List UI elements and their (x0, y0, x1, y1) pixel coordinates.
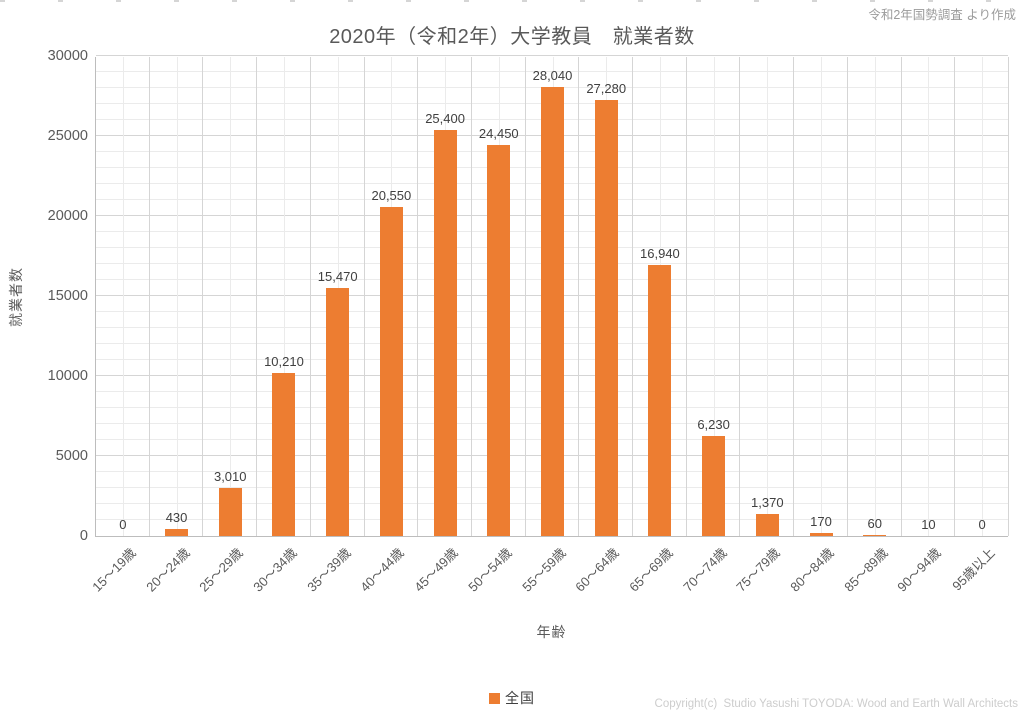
bar-value-label: 10 (921, 516, 936, 532)
y-tick-label: 15000 (47, 288, 88, 304)
bar-value-label: 0 (978, 517, 986, 532)
bar-value-label: 10,210 (264, 353, 304, 369)
bar-value-label: 15,470 (317, 269, 358, 285)
source-note: 令和2年国勢調査 より作成 (868, 8, 1016, 22)
gridline-v-minor (874, 57, 876, 536)
gridline-v-minor (713, 57, 715, 536)
plot-area: 0 430 3,010 10,210 15,470 20,550 25,400 24,450 2… (95, 55, 1009, 537)
gridline-v-major (524, 57, 526, 536)
x-tick-label: 40～44歳 (357, 545, 408, 595)
bar (326, 288, 350, 536)
bar (218, 487, 242, 536)
bar-value-label: 16,940 (640, 245, 680, 261)
x-tick-label: 90～94歳 (894, 545, 945, 595)
bar (809, 533, 833, 536)
gridline-v-minor (767, 57, 769, 536)
bar-value-label: 170 (810, 514, 832, 530)
x-axis-title: 年齢 (536, 624, 567, 640)
bar-value-label: 20,550 (371, 188, 412, 204)
y-tick-label: 5000 (55, 448, 88, 464)
x-tick-label: 70～74歳 (679, 545, 730, 595)
y-tick-label: 25000 (47, 128, 88, 144)
x-tick-label: 15～19歳 (89, 545, 139, 595)
y-axis-labels: 0 5000 10000 15000 20000 25000 30000 (0, 0, 88, 713)
x-tick-label: 30～34歳 (250, 545, 300, 595)
bar (863, 535, 887, 536)
bar-value-label: 24,450 (478, 125, 519, 141)
y-tick-label: 0 (79, 528, 88, 544)
bar-value-label: 28,040 (532, 68, 573, 84)
gridline-v-major (739, 57, 741, 536)
gridline-v-major (954, 57, 956, 536)
gridline-v-minor (928, 57, 930, 536)
bar-value-label: 60 (867, 516, 882, 532)
gridline-v-minor (122, 57, 124, 536)
x-tick-label: 25～29歳 (196, 545, 246, 595)
gridline-v-major (793, 57, 795, 536)
gridline-v-minor (230, 57, 232, 536)
bar-value-label: 430 (165, 510, 188, 526)
gridline-v-major (363, 57, 365, 536)
bar (272, 372, 296, 536)
bar-value-label: 6,230 (697, 417, 730, 433)
gridline-h-minor (96, 71, 1008, 72)
x-tick-label: 85～89歳 (841, 545, 891, 595)
bar (487, 144, 511, 536)
gridline-v-minor (982, 57, 984, 536)
gridline-v-minor (176, 57, 178, 536)
legend: 全国 (0, 688, 1024, 708)
bar (379, 207, 403, 536)
gridline-v-minor (821, 57, 823, 536)
x-tick-label: 80～84歳 (787, 545, 837, 595)
gridline-v-major (846, 57, 848, 536)
y-tick-label: 10000 (47, 368, 88, 384)
copyright: Copyright(c) Studio Yasushi TOYODA: Wood… (654, 698, 1018, 710)
bar (541, 87, 564, 536)
gridline-h-major (96, 55, 1008, 56)
gridline-v-major (256, 57, 258, 536)
y-tick-label: 20000 (47, 208, 88, 224)
legend-label: 全国 (505, 690, 535, 706)
x-axis-labels: 15～19歳 20～24歳 25～29歳 30～34歳 35～39歳 40～44歳 45～4… (89, 543, 1008, 613)
bar (648, 264, 672, 536)
bar (433, 129, 457, 536)
gridline-v-minor (283, 57, 285, 536)
gridline-v-major (148, 57, 150, 536)
x-tick-label: 35～39歳 (303, 545, 354, 595)
bar (702, 436, 726, 536)
x-tick-label: 45～49歳 (411, 545, 461, 595)
bar-value-label: 27,280 (586, 80, 627, 96)
bar (594, 99, 618, 536)
bar (165, 529, 189, 536)
x-tick-label: 20～24歳 (142, 545, 193, 595)
y-tick-label: 30000 (47, 48, 88, 64)
legend-swatch-icon (489, 692, 500, 704)
x-tick-label: 60～64歳 (572, 545, 622, 595)
gridline-v-major (417, 57, 419, 536)
x-tick-label: 95歳以上 (949, 545, 998, 594)
gridline-v-major (578, 57, 580, 536)
gridline-v-major (685, 57, 687, 536)
bar-value-label: 25,400 (425, 110, 465, 126)
x-tick-label: 55～59歳 (518, 545, 569, 595)
gridline-v-major (309, 57, 311, 536)
gridline-v-major (202, 57, 204, 536)
bar (755, 514, 779, 536)
gridline-v-major (470, 57, 472, 536)
gridline-v-major (900, 57, 902, 536)
x-tick-label: 65～69歳 (626, 545, 676, 595)
x-tick-label: 75～79歳 (733, 545, 784, 595)
bar-value-label: 0 (119, 517, 127, 532)
bar-value-label: 1,370 (751, 495, 784, 511)
bar-value-label: 3,010 (213, 468, 247, 484)
x-tick-label: 50～54歳 (465, 545, 515, 595)
gridline-v-major (1008, 57, 1009, 536)
gridline-v-major (632, 57, 634, 536)
chart-title: 2020年（令和2年）大学教員 就業者数 (329, 26, 695, 48)
